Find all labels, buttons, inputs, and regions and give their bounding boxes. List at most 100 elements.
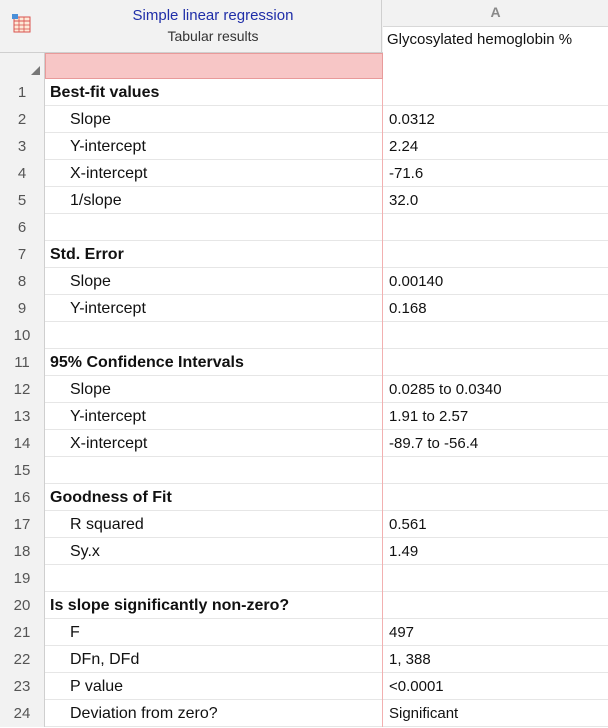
- row-number[interactable]: 21: [0, 619, 45, 646]
- section-heading-cell[interactable]: Std. Error: [45, 241, 383, 268]
- table-row: 23 P value <0.0001: [0, 673, 608, 700]
- analysis-subtitle: Tabular results: [167, 28, 259, 44]
- row-number[interactable]: 3: [0, 133, 45, 160]
- row-label-cell[interactable]: [45, 322, 383, 349]
- row-label-cell[interactable]: P value: [45, 673, 383, 700]
- row-number[interactable]: 13: [0, 403, 45, 430]
- value-cell[interactable]: [383, 79, 608, 106]
- row-number[interactable]: 9: [0, 295, 45, 322]
- row-number[interactable]: 12: [0, 376, 45, 403]
- section-heading-cell[interactable]: Best-fit values: [45, 79, 383, 106]
- row-number[interactable]: 10: [0, 322, 45, 349]
- table-row: 2 Slope 0.0312: [0, 106, 608, 133]
- table-row: 18 Sy.x 1.49: [0, 538, 608, 565]
- row-label-cell[interactable]: [45, 457, 383, 484]
- value-cell[interactable]: [383, 484, 608, 511]
- value-cell[interactable]: [383, 241, 608, 268]
- row-label-cell[interactable]: 1/slope: [45, 187, 383, 214]
- row-label-cell[interactable]: Sy.x: [45, 538, 383, 565]
- value-cell[interactable]: 0.168: [389, 300, 427, 317]
- table-row: 21 F 497: [0, 619, 608, 646]
- value-cell[interactable]: 0.0312: [389, 111, 435, 128]
- row-label-cell[interactable]: DFn, DFd: [45, 646, 383, 673]
- value-cell[interactable]: 0.00140: [389, 273, 444, 290]
- analysis-title-cell[interactable]: Simple linear regression Tabular results: [45, 0, 382, 53]
- row-number[interactable]: 19: [0, 565, 45, 592]
- value-title-cell[interactable]: [383, 53, 608, 79]
- column-a-header[interactable]: A Glycosylated hemoglobin %: [383, 0, 608, 54]
- value-cell[interactable]: <0.0001: [389, 678, 444, 695]
- row-number[interactable]: 15: [0, 457, 45, 484]
- row-label-cell[interactable]: Slope: [45, 268, 383, 295]
- table-row: 10: [0, 322, 608, 349]
- table-row: 14 X-intercept -89.7 to -56.4: [0, 430, 608, 457]
- value-cell[interactable]: [383, 592, 608, 619]
- row-label-cell[interactable]: R squared: [45, 511, 383, 538]
- table-row: 15: [0, 457, 608, 484]
- table-row: 13 Y-intercept 1.91 to 2.57: [0, 403, 608, 430]
- table-row: 1 Best-fit values: [0, 79, 608, 106]
- value-cell[interactable]: 0.561: [389, 516, 427, 533]
- table-row: 12 Slope 0.0285 to 0.0340: [0, 376, 608, 403]
- row-title-cell-selected[interactable]: [45, 53, 383, 79]
- row-number[interactable]: 20: [0, 592, 45, 619]
- row-number[interactable]: 24: [0, 700, 45, 727]
- results-table: 1 Best-fit values 2 Slope 0.0312 3 Y-intercept…: [0, 79, 608, 727]
- value-cell[interactable]: 0.0285 to 0.0340: [389, 381, 502, 398]
- row-number[interactable]: 11: [0, 349, 45, 376]
- row-number[interactable]: 22: [0, 646, 45, 673]
- value-cell[interactable]: 1, 388: [389, 651, 431, 668]
- row-number[interactable]: 5: [0, 187, 45, 214]
- table-row: 4 X-intercept -71.6: [0, 160, 608, 187]
- row-label-cell[interactable]: Deviation from zero?: [45, 700, 383, 727]
- table-row: 17 R squared 0.561: [0, 511, 608, 538]
- value-cell[interactable]: Significant: [389, 705, 459, 722]
- analysis-title: Simple linear regression: [132, 7, 294, 24]
- value-cell[interactable]: 32.0: [389, 192, 419, 209]
- row-number[interactable]: 2: [0, 106, 45, 133]
- row-label-cell[interactable]: Y-intercept: [45, 403, 383, 430]
- section-heading-cell[interactable]: 95% Confidence Intervals: [45, 349, 383, 376]
- select-all-corner[interactable]: [0, 53, 45, 79]
- section-heading-cell[interactable]: Is slope significantly non-zero?: [45, 592, 383, 619]
- table-row: 16 Goodness of Fit: [0, 484, 608, 511]
- row-label-cell[interactable]: Slope: [45, 376, 383, 403]
- row-label-cell[interactable]: Slope: [45, 106, 383, 133]
- table-row: 22 DFn, DFd 1, 388: [0, 646, 608, 673]
- value-cell[interactable]: [383, 349, 608, 376]
- value-cell[interactable]: -71.6: [389, 165, 424, 182]
- column-letter: A: [490, 4, 501, 20]
- row-number[interactable]: 17: [0, 511, 45, 538]
- row-label-cell[interactable]: [45, 214, 383, 241]
- row-number[interactable]: 6: [0, 214, 45, 241]
- value-cell[interactable]: [383, 214, 608, 241]
- row-number[interactable]: 7: [0, 241, 45, 268]
- value-cell[interactable]: 1.49: [389, 543, 419, 560]
- section-heading-cell[interactable]: Goodness of Fit: [45, 484, 383, 511]
- row-number[interactable]: 16: [0, 484, 45, 511]
- value-cell[interactable]: 497: [389, 624, 415, 641]
- row-number[interactable]: 18: [0, 538, 45, 565]
- row-number[interactable]: 1: [0, 79, 45, 106]
- table-grid-icon[interactable]: [11, 13, 33, 35]
- table-row: 6: [0, 214, 608, 241]
- row-label-cell[interactable]: F: [45, 619, 383, 646]
- row-number[interactable]: 23: [0, 673, 45, 700]
- row-label-cell[interactable]: X-intercept: [45, 160, 383, 187]
- row-number[interactable]: 14: [0, 430, 45, 457]
- value-cell[interactable]: -89.7 to -56.4: [389, 435, 479, 452]
- value-cell[interactable]: [383, 565, 608, 592]
- row-number[interactable]: 4: [0, 160, 45, 187]
- value-cell[interactable]: 1.91 to 2.57: [389, 408, 469, 425]
- value-cell[interactable]: 2.24: [389, 138, 419, 155]
- column-title: Glycosylated hemoglobin %: [383, 26, 608, 54]
- value-cell[interactable]: [383, 322, 608, 349]
- value-cell[interactable]: [383, 457, 608, 484]
- table-row: 20 Is slope significantly non-zero?: [0, 592, 608, 619]
- row-label-cell[interactable]: [45, 565, 383, 592]
- row-label-cell[interactable]: Y-intercept: [45, 295, 383, 322]
- row-label-cell[interactable]: Y-intercept: [45, 133, 383, 160]
- row-number[interactable]: 8: [0, 268, 45, 295]
- row-label-cell[interactable]: X-intercept: [45, 430, 383, 457]
